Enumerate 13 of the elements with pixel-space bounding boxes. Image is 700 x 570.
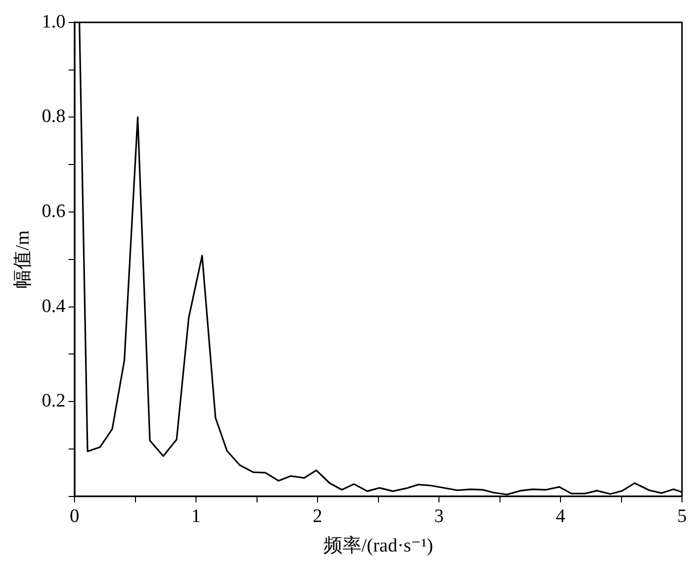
y-tick-label: 1.0: [42, 11, 66, 32]
y-tick-label: 0.4: [42, 296, 66, 317]
x-tick-label: 3: [434, 506, 444, 527]
y-tick-label: 0.6: [42, 200, 66, 222]
x-tick-label: 4: [556, 506, 566, 527]
y-tick-label: 0.2: [42, 390, 66, 412]
y-tick-label: 0.8: [42, 106, 66, 128]
x-tick-label: 1: [191, 506, 201, 527]
x-tick-label: 5: [677, 506, 687, 527]
y-axis-title: 幅值/m: [12, 230, 34, 288]
x-tick-label: 2: [312, 506, 322, 527]
x-axis-title: 频率/(rad·s⁻¹): [323, 534, 434, 557]
x-tick-label: 0: [70, 506, 80, 527]
